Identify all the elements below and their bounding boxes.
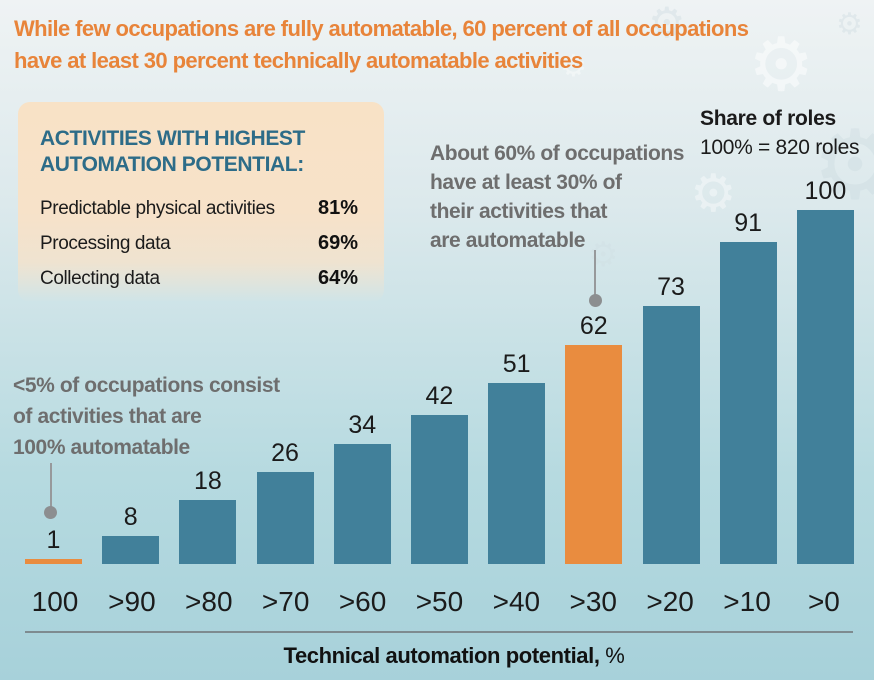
callout-item-label: Collecting data (40, 268, 160, 289)
bar-value-label: 100 (804, 177, 847, 205)
bar-column: 100 (796, 177, 854, 564)
bar-column: 1 (25, 526, 82, 564)
annotation-5-percent: <5% of occupations consist of activities… (13, 374, 280, 459)
bar (410, 415, 468, 564)
share-of-roles-legend: Share of roles 100% = 820 roles (700, 104, 860, 162)
bar-column: 62 (565, 312, 623, 564)
x-tick-label: 100 (31, 586, 79, 617)
pointer-line (594, 250, 596, 295)
share-of-roles-basis: 100% = 820 roles (700, 136, 860, 159)
bar (333, 444, 391, 564)
bar (642, 306, 700, 564)
bar-value-label: 18 (193, 467, 222, 495)
callout-item-label: Predictable physical activities (40, 198, 275, 219)
callout-row: Predictable physical activities 81% (40, 191, 358, 226)
bar (102, 536, 160, 564)
bar (719, 242, 777, 564)
gear-icon: ⚙ (560, 50, 587, 83)
x-tick-label: >30 (569, 586, 617, 617)
bar-value-label: 1 (46, 526, 61, 554)
bar (796, 210, 854, 564)
chart-title: While few occupations are fully automata… (14, 16, 749, 73)
bar-value-label: 34 (348, 411, 377, 439)
callout-row: Collecting data 64% (40, 261, 358, 296)
x-axis-line (25, 631, 853, 633)
x-tick-label: >0 (807, 586, 840, 617)
callout-item-label: Processing data (40, 233, 171, 254)
bar-value-label: 26 (271, 439, 299, 467)
bar-column: 91 (719, 209, 777, 564)
pointer-dot (44, 506, 57, 519)
x-axis-title-unit: % (605, 643, 625, 668)
callout-row: Processing data 69% (40, 226, 358, 261)
bar (179, 500, 237, 564)
annotation-60-percent: About 60% of occupations have at least 3… (430, 142, 685, 252)
pointer-line (50, 463, 52, 507)
gear-icon: ⚙ (748, 23, 815, 106)
bars-row: 1 8 18 26 34 42 51 62 73 91 100 (25, 0, 854, 564)
x-tick-label: >90 (108, 586, 156, 617)
x-tick-label: >60 (338, 586, 387, 617)
bar-value-label: 73 (657, 273, 685, 301)
x-tick-label: >70 (261, 586, 310, 617)
bar-column: 51 (488, 350, 546, 564)
bar-value-label: 62 (579, 312, 608, 340)
callout-item-value: 69% (317, 232, 358, 254)
x-ticks-row: 100 >90 >80 >70 >60 >50 >40 >30 >20 >10 >0 (25, 586, 854, 618)
bar-column: 26 (256, 439, 314, 564)
x-tick-label: >50 (415, 586, 464, 617)
bar (488, 383, 546, 564)
gear-icon: ⚙ (690, 165, 737, 223)
gear-icon: ⚙ (836, 8, 863, 41)
callout-item-value: 64% (317, 267, 358, 289)
x-axis-title: Technical automation potential, % (0, 643, 874, 669)
bar-column: 18 (179, 467, 237, 564)
gear-icon: ⚙ (648, 0, 686, 46)
x-tick-label: >80 (185, 586, 233, 617)
pointer-dot (589, 294, 602, 307)
bar-value-label: 51 (502, 350, 531, 378)
bar (256, 472, 314, 564)
gear-icon: ⚙ (588, 236, 619, 274)
x-tick-label: >40 (492, 586, 541, 617)
bar-column: 42 (410, 382, 468, 564)
bar-value-label: 42 (425, 382, 454, 410)
highest-automation-callout-box: ACTIVITIES WITH HIGHEST AUTOMATION POTEN… (18, 102, 384, 302)
gear-icon: ⚙ (812, 112, 874, 219)
share-of-roles-title: Share of roles (700, 107, 836, 130)
bar-highlighted (25, 559, 82, 564)
x-axis-title-text: Technical automation potential, (283, 643, 600, 668)
x-tick-label: >20 (646, 586, 694, 617)
x-tick-label: >10 (723, 586, 771, 617)
callout-item-value: 81% (317, 197, 358, 219)
bar-highlighted (565, 345, 623, 564)
callout-heading: ACTIVITIES WITH HIGHEST AUTOMATION POTEN… (40, 127, 305, 176)
bar-value-label: 8 (123, 503, 138, 531)
bar-column: 8 (102, 503, 160, 564)
bar-column: 73 (642, 273, 700, 564)
bar-column: 34 (333, 411, 391, 564)
bar-value-label: 91 (734, 209, 763, 237)
